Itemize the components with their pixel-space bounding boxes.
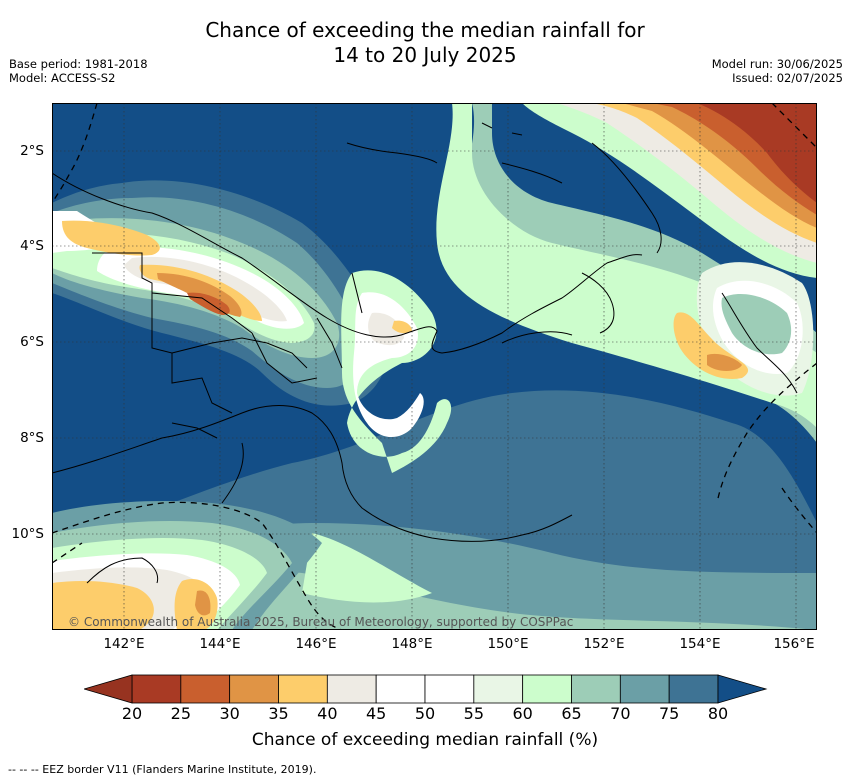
map-frame <box>52 103 817 630</box>
colorbar-tick-label: 25 <box>170 704 191 723</box>
colorbar-tick-label: 65 <box>561 704 582 723</box>
colorbar-high-extension <box>717 674 768 704</box>
meta-left: Base period: 1981-2018 Model: ACCESS-S2 <box>9 57 148 85</box>
colorbar-tick-label: 45 <box>365 704 387 723</box>
colorbar-cell <box>375 674 426 704</box>
base-period: Base period: 1981-2018 <box>9 57 148 71</box>
model-name: Model: ACCESS-S2 <box>9 71 116 85</box>
colorbar-cell <box>571 674 621 704</box>
lat-label-4s: 4°S <box>20 238 44 254</box>
colorbar <box>84 674 768 704</box>
lon-label-154e: 154°E <box>679 636 721 652</box>
colorbar-label: Chance of exceeding median rainfall (%) <box>251 730 599 750</box>
lon-label-148e: 148°E <box>391 636 433 652</box>
coastlines <box>52 122 798 584</box>
colorbar-tick-label: 70 <box>610 704 631 723</box>
colorbar-tick-label: 60 <box>512 704 533 723</box>
lat-label-8s: 8°S <box>20 430 44 446</box>
colorbar-cell <box>424 674 475 704</box>
issued-date: Issued: 02/07/2025 <box>732 71 843 85</box>
colorbar-cell <box>668 674 719 704</box>
colorbar-tick-label: 20 <box>121 704 143 723</box>
colorbar-cell <box>229 674 279 704</box>
model-run: Model run: 30/06/2025 <box>711 57 843 71</box>
title-line-2: 14 to 20 July 2025 <box>333 43 517 67</box>
colorbar-tick-label: 40 <box>317 704 338 723</box>
colorbar-cell <box>278 674 328 704</box>
colorbar-tick-label: 75 <box>658 704 680 723</box>
lon-label-146e: 146°E <box>295 636 337 652</box>
lon-label-142e: 142°E <box>103 636 145 652</box>
colorbar-tick-label: 55 <box>463 704 484 723</box>
lon-label-156e: 156°E <box>773 636 815 652</box>
colorbar-tick-label: 30 <box>219 704 240 723</box>
colorbar-tick-label: 35 <box>268 704 289 723</box>
colorbar-cell <box>619 674 670 704</box>
graticule <box>52 103 817 630</box>
lon-label-144e: 144°E <box>199 636 241 652</box>
colorbar-cell <box>180 674 231 704</box>
colorbar-cell <box>131 674 182 704</box>
lat-label-10s: 10°S <box>11 526 45 542</box>
lat-label-2s: 2°S <box>20 143 44 159</box>
colorbar-cell <box>522 674 572 704</box>
eez-footnote: -- -- -- EEZ border V11 (Flanders Marine… <box>8 763 317 776</box>
colorbar-tick-label: 50 <box>414 704 436 723</box>
colorbar-tick-label: 80 <box>707 704 729 723</box>
lon-label-150e: 150°E <box>487 636 529 652</box>
provincial-boundaries <box>92 252 363 439</box>
title-line-1: Chance of exceeding the median rainfall … <box>205 18 645 42</box>
map-title: Chance of exceeding the median rainfall … <box>0 18 850 68</box>
copyright-notice: © Commonwealth of Australia 2025, Bureau… <box>68 615 573 629</box>
rainfall-map: © Commonwealth of Australia 2025, Bureau… <box>52 103 817 630</box>
colorbar-cell <box>326 674 377 704</box>
colorbar-low-extension <box>84 674 133 704</box>
colorbar-cell <box>473 674 524 704</box>
lon-label-152e: 152°E <box>583 636 625 652</box>
lat-label-6s: 6°S <box>20 334 44 350</box>
eez-borders <box>52 103 817 630</box>
meta-right: Model run: 30/06/2025 Issued: 02/07/2025 <box>712 57 843 85</box>
